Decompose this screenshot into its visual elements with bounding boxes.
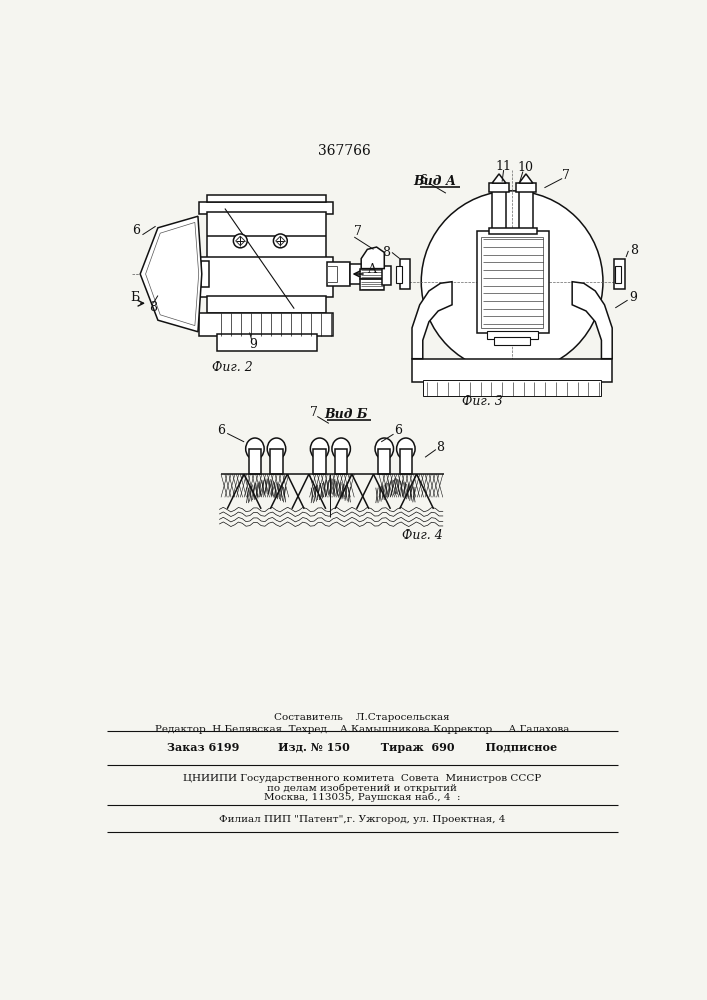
Text: по делам изобретений и открытий: по делам изобретений и открытий xyxy=(267,784,457,793)
Bar xyxy=(399,259,411,289)
Bar xyxy=(197,267,208,279)
Text: 7: 7 xyxy=(562,169,570,182)
Text: Филиал ПИП "Патент",г. Ужгород, ул. Проектная, 4: Филиал ПИП "Патент",г. Ужгород, ул. Прое… xyxy=(218,815,505,824)
Bar xyxy=(199,202,334,214)
Bar xyxy=(516,183,536,192)
Text: Редактор  Н.Белявская  Техред    А.Камышникова Корректор     А.Галахова: Редактор Н.Белявская Техред А.Камышников… xyxy=(155,725,569,734)
Bar xyxy=(489,228,537,234)
Polygon shape xyxy=(519,174,533,183)
Text: A: A xyxy=(367,263,375,276)
Circle shape xyxy=(233,234,247,248)
Ellipse shape xyxy=(332,438,351,460)
Bar xyxy=(399,449,412,474)
Bar xyxy=(378,449,390,474)
Bar xyxy=(494,337,530,345)
Text: 8: 8 xyxy=(382,246,390,259)
Bar xyxy=(199,312,334,336)
Text: Москва, 113035, Раушская наб., 4  :: Москва, 113035, Раушская наб., 4 : xyxy=(264,793,460,802)
Text: 8: 8 xyxy=(149,301,157,314)
Bar xyxy=(360,269,385,279)
Bar xyxy=(481,237,543,328)
Bar xyxy=(207,212,326,259)
Bar xyxy=(270,449,283,474)
Bar xyxy=(360,279,385,290)
Ellipse shape xyxy=(397,438,415,460)
Polygon shape xyxy=(492,174,506,183)
Bar xyxy=(519,191,533,231)
Circle shape xyxy=(274,234,287,248)
Text: 9: 9 xyxy=(250,338,257,351)
Bar xyxy=(207,296,326,312)
Bar xyxy=(614,266,621,283)
Text: 6: 6 xyxy=(394,424,402,437)
Bar xyxy=(396,266,402,283)
Text: Фиг. 3: Фиг. 3 xyxy=(462,395,503,408)
Text: 6: 6 xyxy=(419,174,428,187)
Bar xyxy=(423,380,602,396)
Text: Фиг. 4: Фиг. 4 xyxy=(402,529,443,542)
Bar xyxy=(217,334,317,351)
Bar xyxy=(614,259,624,289)
Text: Вид Б: Вид Б xyxy=(324,408,368,421)
Polygon shape xyxy=(412,282,452,359)
Polygon shape xyxy=(572,282,612,359)
Bar xyxy=(489,183,509,192)
Bar xyxy=(313,449,326,474)
Text: Фиг. 2: Фиг. 2 xyxy=(212,361,253,374)
Ellipse shape xyxy=(267,438,286,460)
Bar xyxy=(207,195,326,202)
Text: 367766: 367766 xyxy=(318,144,370,158)
Bar xyxy=(477,231,549,333)
Bar xyxy=(327,262,351,286)
Ellipse shape xyxy=(375,438,394,460)
Bar xyxy=(412,359,612,382)
Bar xyxy=(486,331,537,339)
Text: Б: Б xyxy=(130,291,139,304)
Text: 8: 8 xyxy=(630,244,638,257)
Bar xyxy=(249,449,261,474)
Text: Заказ 6199          Изд. № 150        Тираж  690        Подписное: Заказ 6199 Изд. № 150 Тираж 690 Подписно… xyxy=(167,742,557,753)
Bar xyxy=(382,266,391,285)
Bar xyxy=(492,191,506,231)
Circle shape xyxy=(421,191,603,373)
Text: 11: 11 xyxy=(496,160,512,173)
Polygon shape xyxy=(140,216,201,332)
Text: 8: 8 xyxy=(436,441,445,454)
Bar xyxy=(199,257,334,297)
Text: 7: 7 xyxy=(354,225,362,238)
Bar xyxy=(335,449,347,474)
Bar xyxy=(327,266,337,282)
Text: Вид А: Вид А xyxy=(414,175,457,188)
Text: 9: 9 xyxy=(629,291,637,304)
Text: 7: 7 xyxy=(310,406,317,419)
Text: 6: 6 xyxy=(217,424,225,437)
Bar xyxy=(201,261,209,287)
Ellipse shape xyxy=(246,438,264,460)
Text: ЦНИИПИ Государственного комитета  Совета  Министров СССР: ЦНИИПИ Государственного комитета Совета … xyxy=(183,774,541,783)
Text: Составитель    Л.Старосельская: Составитель Л.Старосельская xyxy=(274,713,450,722)
Bar xyxy=(351,264,362,284)
Ellipse shape xyxy=(310,438,329,460)
Polygon shape xyxy=(361,247,385,269)
Text: 6: 6 xyxy=(132,224,141,237)
Text: 10: 10 xyxy=(518,161,533,174)
